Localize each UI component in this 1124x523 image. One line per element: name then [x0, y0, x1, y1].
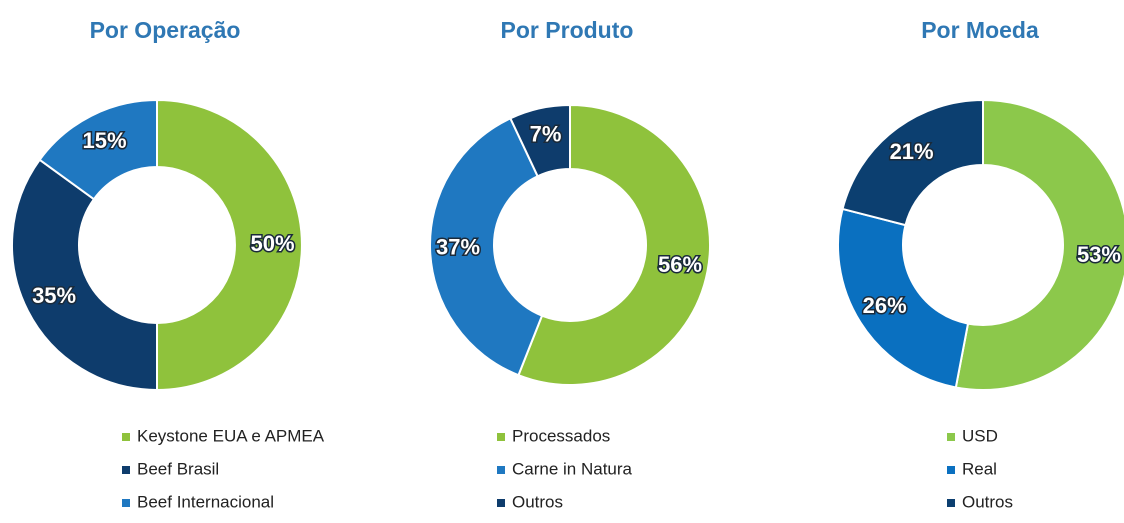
chart-title: Por Produto [501, 17, 634, 43]
legend-swatch [947, 499, 955, 507]
legend-swatch [122, 466, 130, 474]
donut-slice [517, 103, 711, 386]
donut-slice [509, 103, 571, 178]
data-label: 53% [1077, 242, 1121, 267]
donut-slice [429, 116, 544, 377]
data-label: 56% [658, 252, 702, 277]
legend-label: Real [962, 459, 997, 478]
legend-swatch [947, 466, 955, 474]
data-label: 7% [530, 122, 562, 147]
legend-swatch [497, 499, 505, 507]
donut-slice [837, 207, 970, 389]
legend-label: Beef Internacional [137, 492, 274, 511]
legend-label: Keystone EUA e APMEA [137, 426, 325, 445]
legend-swatch [122, 499, 130, 507]
legend-swatch [122, 433, 130, 441]
donut-slice [38, 98, 158, 201]
legend-label: Beef Brasil [137, 459, 219, 478]
legend-swatch [497, 433, 505, 441]
legend-label: Carne in Natura [512, 459, 633, 478]
donut-slice [11, 158, 158, 392]
donut-slice [156, 98, 303, 392]
legend-swatch [497, 466, 505, 474]
data-label: 21% [890, 139, 934, 164]
legend-label: Outros [512, 492, 563, 511]
legend-label: Processados [512, 426, 610, 445]
donut-slice [841, 98, 984, 227]
legend-label: Outros [962, 492, 1013, 511]
chart-title: Por Operação [90, 17, 241, 43]
data-label: 26% [863, 293, 907, 318]
legend-swatch [947, 433, 955, 441]
data-label: 37% [436, 234, 480, 259]
chart-title: Por Moeda [921, 17, 1039, 43]
legend-label: USD [962, 426, 998, 445]
data-label: 35% [32, 283, 76, 308]
donut-slice [954, 98, 1124, 391]
data-label: 50% [250, 231, 294, 256]
data-label: 15% [83, 128, 127, 153]
